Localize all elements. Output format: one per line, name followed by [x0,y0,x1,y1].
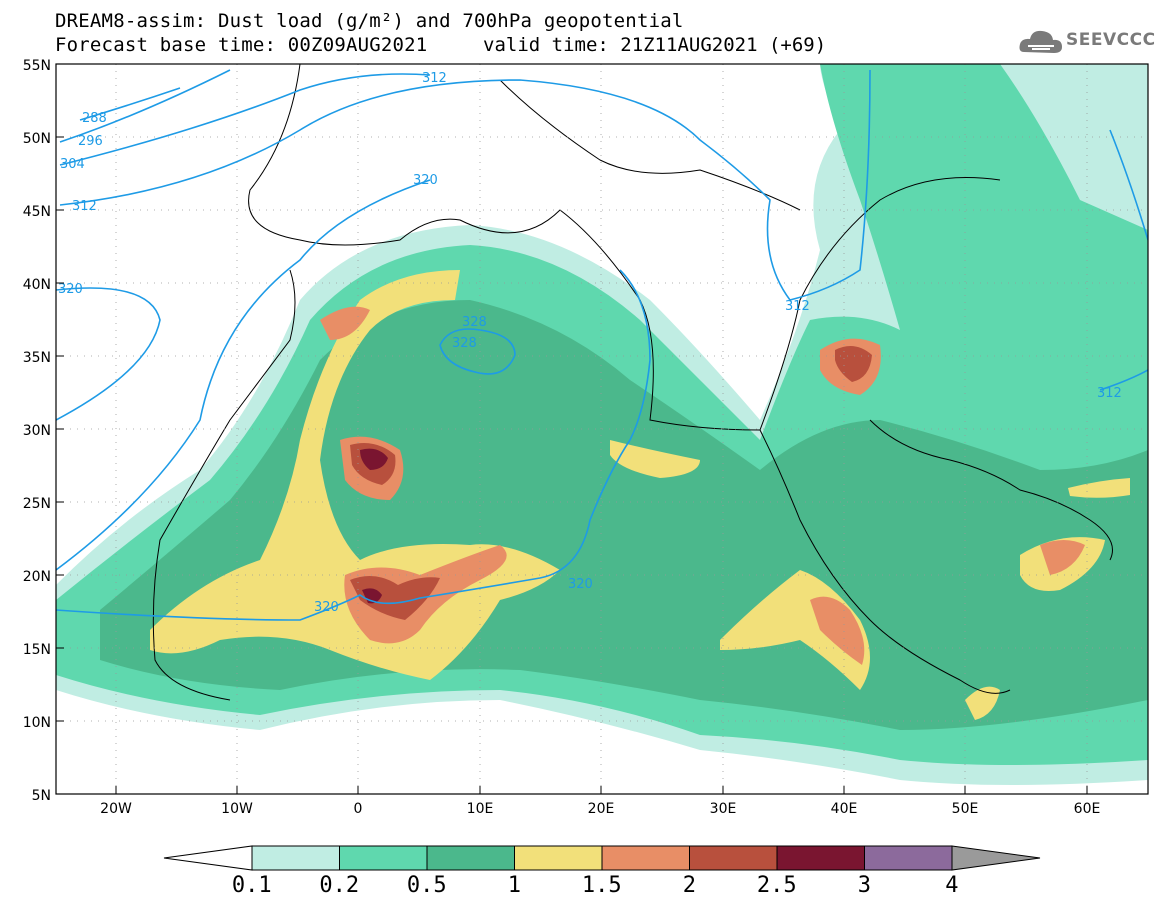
colorbar-swatch [776,845,865,871]
tick-marks [56,63,1088,795]
dust-band-2 [350,346,872,620]
dust-fields [56,64,1148,785]
colorbar-swatch [514,845,603,871]
lat-label: 55N [23,58,51,74]
colorbar-swatch [251,845,340,871]
lat-label: 10N [23,715,51,731]
lat-labels: 55N 50N 45N 40N 35N 30N 25N 20N 15N 10N … [23,58,51,804]
valid-time: valid time: 21Z11AUG2021 (+69) [483,34,827,56]
seevccc-logo: SEEVCCC [1018,24,1158,60]
lat-label: 50N [23,131,51,147]
colorbar-label: 0.1 [231,873,272,898]
contour-label: 312 [422,71,447,86]
lon-label: 10E [467,801,494,817]
colorbar-label: 4 [945,873,959,898]
dust-band-1-gulf [1068,478,1130,498]
colorbar-swatch [864,845,953,871]
lat-label: 30N [23,423,51,439]
colorbar [163,845,1041,871]
colorbar-swatch [689,845,778,871]
lon-label: 50E [952,801,979,817]
lon-labels: 20W 10W 0 10E 20E 30E 40E 50E 60E [100,801,1100,817]
contour-label: 312 [785,299,810,314]
cloud-logo-icon [1019,30,1062,53]
contour-label: 312 [72,199,97,214]
colorbar-label: 3 [857,873,872,898]
colorbar-label: 1.5 [581,873,622,898]
lat-label: 35N [23,350,51,366]
contour-label: 320 [413,173,438,188]
lat-label: 40N [23,277,51,293]
colorbar-label: 2 [682,873,697,898]
contour-label: 328 [462,315,487,330]
colorbar-swatch [426,845,515,871]
colorbar-swatch [601,845,690,871]
geopotential-contours [56,69,1148,621]
logo-text: SEEVCCC [1066,30,1156,50]
colorbar-label: 1 [507,873,522,898]
lon-label: 30E [710,801,737,817]
dust-band-1-libya [610,440,700,478]
contour-label: 320 [568,577,593,592]
lon-label: 20W [100,801,132,817]
lon-label: 60E [1074,801,1101,817]
lat-label: 45N [23,204,51,220]
lon-label: 40E [831,801,858,817]
contour-label: 320 [58,282,83,297]
contour-labels: 288 296 304 312 312 312 312 320 320 320 … [58,71,1122,615]
lon-label: 0 [354,801,363,817]
colorbar-label: 0.5 [406,873,447,898]
colorbar-low-arrow [163,845,253,871]
lat-label: 15N [23,642,51,658]
contour-label: 288 [82,111,107,126]
lat-label: 25N [23,496,51,512]
lon-label: 20E [588,801,615,817]
contour-label: 304 [60,157,85,172]
colorbar-high-arrow [951,845,1041,871]
forecast-base-time: Forecast base time: 00Z09AUG2021 [55,34,428,56]
lon-label: 10W [221,801,253,817]
map-title: DREAM8-assim: Dust load (g/m²) and 700hP… [55,10,684,32]
lat-label: 5N [32,788,51,804]
contour-label: 296 [78,134,103,149]
dust-band-1-horn [965,686,1000,720]
colorbar-label: 0.2 [319,873,360,898]
colorbar-label: 2.5 [756,873,797,898]
lat-label: 20N [23,569,51,585]
dust-band-1.5 [320,306,1085,665]
contour-label: 328 [452,336,477,351]
contour-label: 320 [314,600,339,615]
graticule [56,64,1148,794]
contour-label: 312 [1097,386,1122,401]
colorbar-swatch [339,845,428,871]
